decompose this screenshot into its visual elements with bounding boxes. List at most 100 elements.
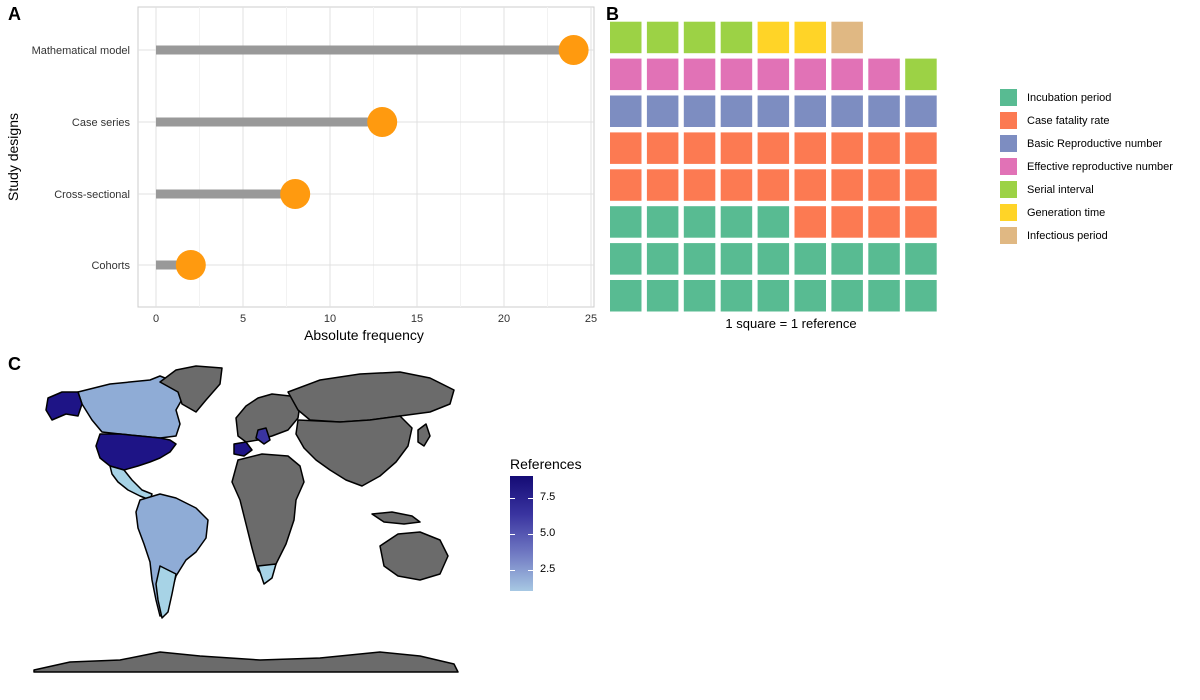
legend-tick-mark — [510, 498, 515, 499]
legend-label: Basic Reproductive number — [1027, 137, 1163, 150]
waffle-square — [831, 243, 863, 275]
map-legend-title: References — [510, 456, 582, 472]
waffle-square — [757, 132, 790, 164]
legend-swatch — [1000, 135, 1017, 152]
map-south-america — [135, 493, 209, 617]
waffle-square — [720, 58, 753, 91]
map-africa — [231, 453, 305, 581]
legend-swatch — [1000, 227, 1017, 244]
legend-label: Incubation period — [1027, 91, 1112, 104]
legend-tick-mark — [510, 570, 515, 571]
legend-swatch — [1000, 181, 1017, 198]
waffle-square — [905, 243, 937, 275]
waffle-square — [757, 58, 790, 91]
waffle-square — [868, 132, 900, 164]
map-spain — [233, 441, 253, 457]
legend-tick-label: 2.5 — [540, 563, 556, 575]
legend-tick-label: 5.0 — [540, 527, 556, 539]
legend-tick-mark — [528, 498, 533, 499]
waffle-square — [646, 95, 679, 127]
waffle-square — [720, 280, 753, 312]
waffle-square — [720, 95, 753, 127]
map-alaska — [45, 391, 83, 421]
map-mexico — [109, 465, 153, 501]
legend-label: Case fatality rate — [1027, 114, 1110, 127]
waffle-square — [683, 58, 716, 91]
waffle-square — [794, 58, 826, 91]
waffle-square — [610, 21, 642, 54]
waffle-legend: Incubation period Case fatality rate Basic… — [1000, 86, 1173, 247]
legend-tick-label: 7.5 — [540, 491, 556, 503]
map-antarctica — [33, 651, 459, 673]
legend-item: Case fatality rate — [1000, 109, 1173, 132]
legend-label: Serial interval — [1027, 183, 1094, 196]
map-argentina — [155, 565, 177, 619]
waffle-square — [868, 243, 900, 275]
waffle-square — [831, 21, 863, 54]
waffle-square — [683, 169, 716, 201]
waffle-square — [757, 243, 790, 275]
legend-item: Basic Reproductive number — [1000, 132, 1173, 155]
y-tick-label: Cross-sectional — [54, 189, 130, 201]
waffle-square — [757, 21, 790, 54]
legend-item: Effective reproductive number — [1000, 155, 1173, 178]
panel-letter-b: B — [606, 4, 619, 24]
y-axis-label: Study designs — [5, 113, 21, 201]
y-tick-label: Case series — [72, 117, 131, 129]
x-tick-label: 25 — [585, 313, 597, 325]
waffle-square — [905, 169, 937, 201]
waffle-square — [720, 132, 753, 164]
plot-area — [137, 6, 595, 308]
waffle-square — [720, 243, 753, 275]
lollipop-point — [175, 250, 206, 280]
legend-item: Serial interval — [1000, 178, 1173, 201]
legend-swatch — [1000, 204, 1017, 221]
waffle-square — [683, 132, 716, 164]
waffle-square — [868, 169, 900, 201]
legend-item: Generation time — [1000, 201, 1173, 224]
waffle-square — [794, 280, 826, 312]
waffle-square — [610, 132, 642, 164]
waffle-square — [683, 280, 716, 312]
waffle-square — [610, 169, 642, 201]
map-asia — [295, 415, 413, 487]
lollipop-point — [367, 107, 398, 137]
waffle-square — [868, 95, 900, 127]
map-italy — [255, 427, 271, 445]
map-japan — [417, 423, 431, 447]
map-south-africa — [257, 563, 277, 585]
waffle-square — [646, 206, 679, 238]
x-tick-labels: 0 5 10 15 20 25 — [153, 313, 597, 325]
legend-label: Infectious period — [1027, 229, 1108, 242]
waffle-square — [831, 280, 863, 312]
waffle-square — [610, 95, 642, 127]
waffle-square — [720, 169, 753, 201]
waffle-square — [646, 132, 679, 164]
waffle-square — [905, 280, 937, 312]
waffle-caption: 1 square = 1 reference — [725, 316, 857, 331]
map-russia — [287, 371, 455, 423]
x-tick-label: 15 — [411, 313, 423, 325]
y-tick-label: Cohorts — [91, 260, 130, 272]
waffle-square — [868, 206, 900, 238]
waffle-square — [905, 132, 937, 164]
waffle-square — [905, 58, 937, 91]
legend-swatch — [1000, 89, 1017, 106]
waffle-square — [868, 58, 900, 91]
waffle-square — [683, 243, 716, 275]
waffle-square — [720, 21, 753, 54]
waffle-square — [683, 206, 716, 238]
waffle-square — [610, 58, 642, 91]
waffle-square — [794, 95, 826, 127]
waffle-square — [757, 280, 790, 312]
lollipop-point — [280, 179, 311, 209]
panel-letter-a: A — [8, 4, 21, 24]
waffle-square — [868, 280, 900, 312]
x-tick-label: 10 — [324, 313, 336, 325]
waffle-square — [683, 21, 716, 54]
y-tick-labels: Mathematical model Case series Cross-secti… — [32, 45, 131, 272]
waffle-square — [831, 206, 863, 238]
x-tick-label: 5 — [240, 313, 246, 325]
waffle-square — [646, 280, 679, 312]
waffle-square — [794, 206, 826, 238]
